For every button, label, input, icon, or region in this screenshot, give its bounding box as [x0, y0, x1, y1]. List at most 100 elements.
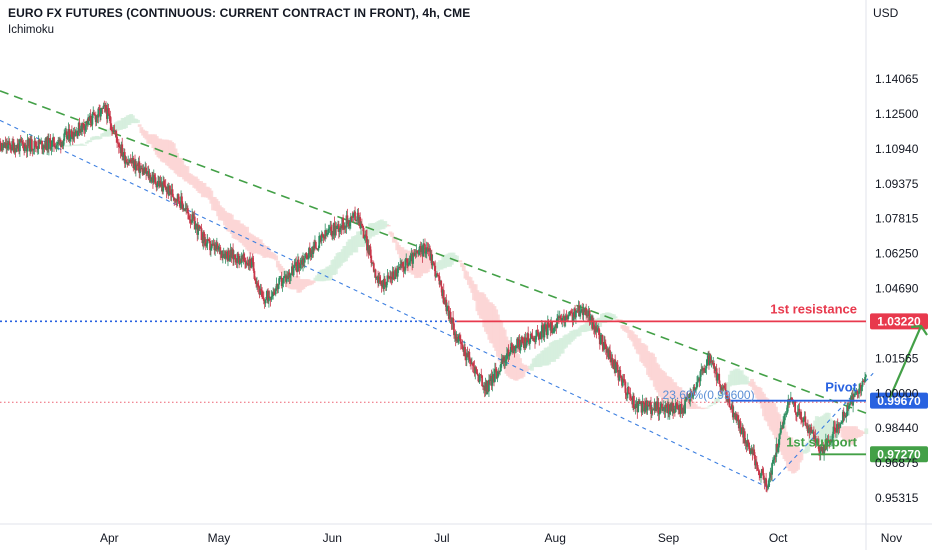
- candle-body: [62, 140, 65, 147]
- candle-body: [470, 361, 472, 365]
- projection-arrow-shaft[interactable]: [888, 325, 923, 399]
- candle-body: [499, 364, 502, 371]
- candle-body: [620, 375, 623, 379]
- candle-body: [840, 423, 843, 425]
- candle-body: [2, 144, 5, 148]
- cloud-segment: [707, 405, 712, 407]
- candle-body: [426, 247, 429, 249]
- candle-body: [71, 130, 73, 137]
- candle-body: [256, 283, 259, 287]
- candle-body: [812, 431, 815, 440]
- candle-body: [36, 146, 38, 149]
- candle-body: [379, 280, 382, 285]
- candle-body: [498, 371, 501, 373]
- candle-body: [836, 424, 839, 430]
- candle-body: [481, 375, 484, 386]
- candle-body: [586, 315, 589, 317]
- candle-body: [74, 133, 77, 137]
- candle-body: [588, 310, 591, 322]
- cloud-segment: [390, 232, 395, 237]
- candle-body: [536, 329, 539, 333]
- trendline-descending-support[interactable]: [0, 119, 768, 488]
- candle-body: [82, 123, 84, 124]
- candle-body: [815, 441, 818, 444]
- cloud-segment: [697, 406, 702, 409]
- candle-body: [330, 226, 333, 231]
- cloud-segment: [526, 368, 531, 371]
- candle-body: [404, 259, 407, 271]
- projection-arrow-head: [910, 324, 928, 336]
- candle-body: [32, 149, 35, 151]
- candle-body: [716, 375, 719, 381]
- candle-body: [595, 326, 598, 332]
- candle-body: [11, 141, 14, 151]
- candle-body: [784, 414, 787, 415]
- candle-body: [854, 393, 857, 395]
- candle-body: [237, 253, 240, 256]
- candle-body: [589, 316, 592, 322]
- candle-body: [541, 325, 544, 327]
- candle-body: [527, 333, 530, 341]
- candle-body: [540, 325, 543, 339]
- candle-body: [814, 435, 817, 444]
- fib-retracement-label: 23.60%(0.99600): [663, 388, 755, 402]
- candle-body: [442, 290, 445, 304]
- candle-body: [186, 208, 189, 214]
- candle-body: [625, 392, 628, 395]
- candle-body: [372, 263, 375, 272]
- candle-body: [293, 265, 296, 269]
- candle-body: [790, 397, 793, 401]
- candle-body: [758, 470, 761, 476]
- candle-body: [259, 288, 262, 295]
- candle-body: [175, 200, 178, 202]
- candle-body: [476, 373, 479, 376]
- candle-body: [646, 404, 649, 411]
- y-tick-label: 0.98440: [875, 421, 919, 435]
- candle-body: [154, 177, 157, 184]
- candle-body: [394, 269, 397, 280]
- candle-body: [122, 156, 124, 157]
- candle-body: [841, 421, 843, 424]
- candle-body: [337, 224, 340, 232]
- candle-body: [254, 278, 257, 281]
- candle-body: [387, 275, 390, 277]
- candle-body: [19, 139, 22, 143]
- candle-body: [297, 259, 300, 265]
- candle-body: [108, 113, 111, 117]
- candle-body: [346, 215, 349, 224]
- candle-body: [732, 413, 735, 418]
- candle-body: [221, 250, 223, 258]
- candle-body: [268, 296, 271, 299]
- candle-body: [786, 405, 789, 413]
- candle-body: [310, 251, 313, 257]
- candle-body: [262, 296, 264, 298]
- candle-body: [495, 369, 498, 379]
- candle-body: [471, 363, 474, 366]
- candle-body: [435, 276, 437, 278]
- candle-body: [257, 286, 260, 288]
- candle-body: [30, 139, 33, 150]
- candle-body: [49, 140, 52, 150]
- candle-body: [433, 263, 436, 266]
- candle-body: [785, 412, 788, 415]
- candle-body: [216, 243, 219, 250]
- cloud-segment: [67, 145, 72, 147]
- candle-body: [713, 363, 715, 368]
- trendline-descending-resistance[interactable]: [0, 90, 867, 414]
- cloud-segment: [799, 451, 804, 461]
- candle-body: [445, 299, 448, 312]
- candle-body: [619, 369, 622, 376]
- candle-body: [674, 403, 677, 412]
- candle-body: [827, 439, 830, 441]
- candle-body: [695, 387, 698, 389]
- candle-body: [609, 350, 611, 358]
- candle-body: [535, 329, 538, 336]
- candle-body: [841, 411, 844, 422]
- cloud-segment: [806, 441, 811, 452]
- cloud-segment: [625, 326, 630, 333]
- candle-body: [830, 441, 833, 443]
- candle-body: [190, 222, 193, 224]
- candle-body: [777, 447, 779, 452]
- candle-body: [181, 196, 183, 204]
